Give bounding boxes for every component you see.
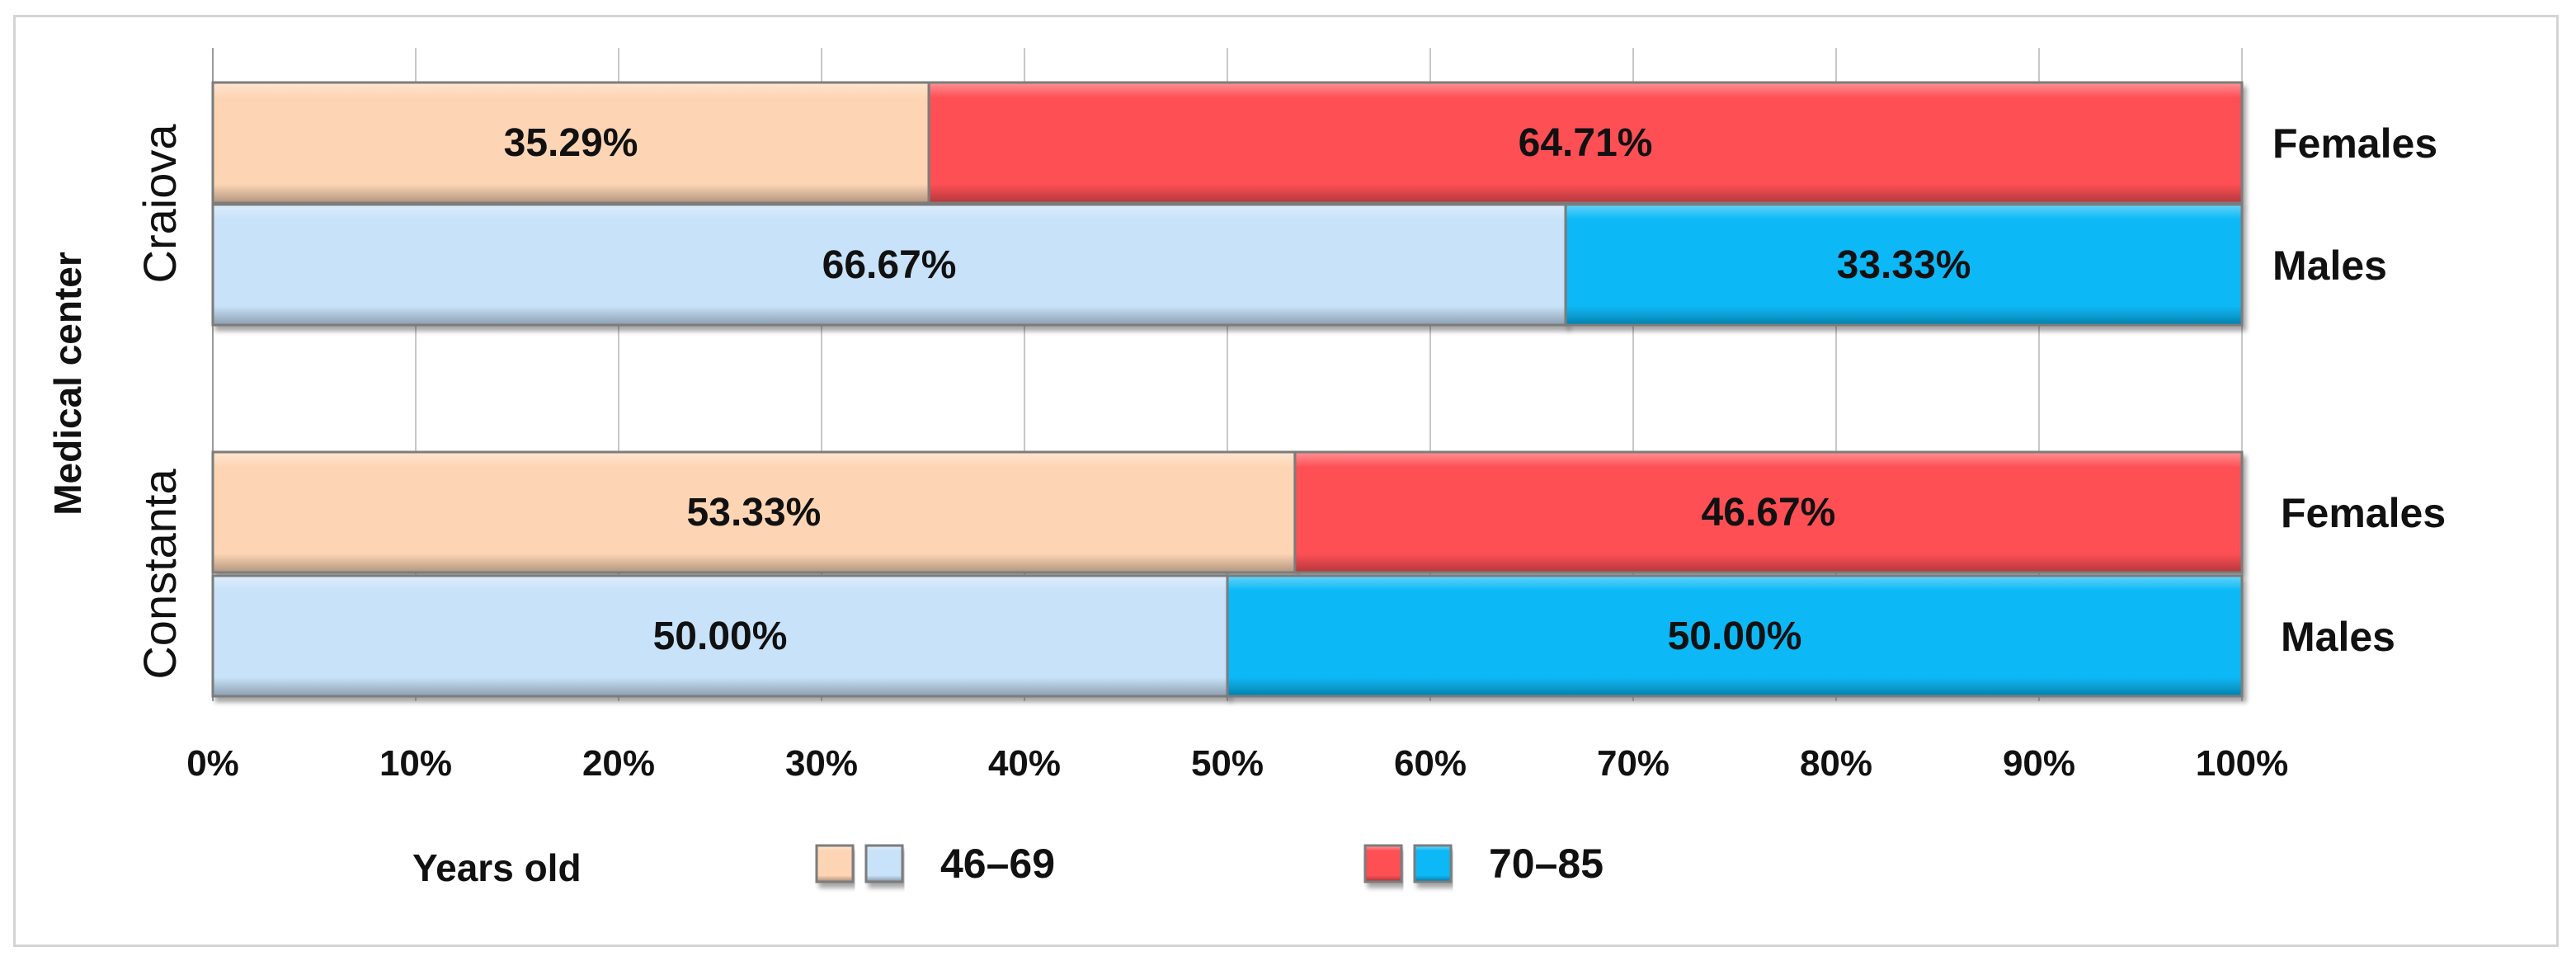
- bar-segment: [211, 574, 1229, 698]
- bar-segment-bevel: [214, 83, 928, 202]
- y-axis-title: Medical center: [46, 252, 89, 516]
- bar-value-label: 66.67%: [822, 243, 957, 287]
- legend-swatch: [1363, 844, 1403, 883]
- bar-segment-bevel: [214, 205, 1565, 324]
- x-tick-label: 70%: [1597, 743, 1669, 784]
- bar-value-label: 50.00%: [653, 615, 788, 658]
- legend-swatch-bevel: [817, 846, 852, 881]
- bar-value-label: 50.00%: [1668, 615, 1802, 658]
- x-tick-label: 10%: [379, 743, 452, 784]
- bar-segment: [211, 450, 1297, 574]
- x-tick-label: 50%: [1191, 743, 1264, 784]
- bar-segment-bevel: [214, 453, 1294, 572]
- bar-segment-bevel: [1566, 205, 2241, 324]
- legend-swatch-bevel: [1366, 846, 1401, 881]
- bar-segment-bevel: [1296, 453, 2241, 572]
- legend-entry-label: 46–69: [940, 841, 1055, 887]
- bar-segment: [927, 81, 2244, 205]
- bar-row-label: Females: [2281, 490, 2446, 536]
- labels-layer: 0% 10% 20% 30% 40% 50% 60% 70% 80% 90% 100% 35.29% 6…: [46, 120, 2446, 784]
- bar-segment: [1293, 450, 2244, 574]
- bar-row-label: Males: [2281, 614, 2395, 660]
- x-tick-label: 20%: [582, 743, 655, 784]
- bar-segment-bevel: [930, 83, 2241, 202]
- legend: Years old 46–69 70–85: [412, 841, 1604, 889]
- bars-layer: [211, 81, 2244, 698]
- bar-segment: [211, 203, 1567, 327]
- bar-row-label: Males: [2272, 243, 2387, 289]
- legend-title: Years old: [412, 846, 582, 889]
- bar-segment: [211, 81, 930, 205]
- x-tick-label: 80%: [1800, 743, 1872, 784]
- x-tick-label: 90%: [2003, 743, 2075, 784]
- legend-swatch-bevel: [1415, 846, 1450, 881]
- x-tick-label: 40%: [988, 743, 1061, 784]
- legend-swatch-bevel: [867, 846, 902, 881]
- x-tick-label: 100%: [2196, 743, 2289, 784]
- bar-value-label: 33.33%: [1837, 243, 1971, 287]
- legend-swatch: [1413, 844, 1453, 883]
- bar-value-label: 35.29%: [504, 121, 638, 165]
- bar-value-label: 64.71%: [1519, 121, 1653, 165]
- x-tick-label: 0%: [186, 743, 239, 784]
- legend-swatch: [815, 844, 855, 883]
- group-label: Craiova: [134, 124, 186, 284]
- bar-segment: [1226, 574, 2244, 698]
- bar-value-label: 53.33%: [687, 491, 822, 535]
- bar-value-label: 46.67%: [1702, 491, 1836, 535]
- legend-entry-label: 70–85: [1489, 841, 1604, 887]
- bar-segment-bevel: [214, 577, 1227, 695]
- bar-row-label: Females: [2272, 120, 2437, 167]
- x-tick-label: 60%: [1394, 743, 1467, 784]
- group-label: Constanta: [134, 469, 186, 680]
- bar-segment: [1564, 203, 2244, 327]
- legend-swatch: [864, 844, 904, 883]
- bar-segment-bevel: [1228, 577, 2241, 695]
- x-tick-label: 30%: [785, 743, 858, 784]
